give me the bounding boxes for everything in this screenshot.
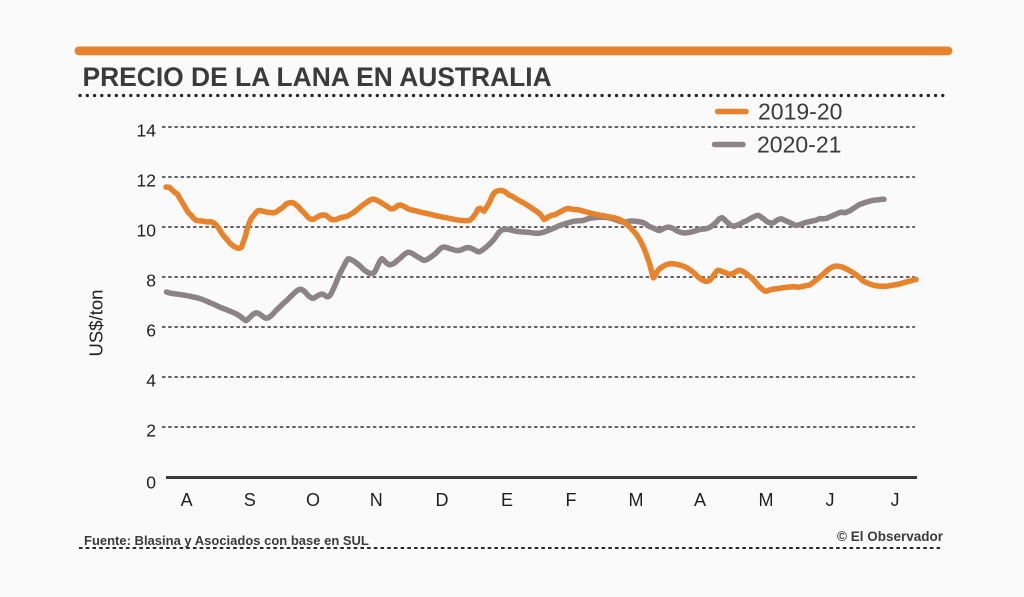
svg-text:Fuente: Blasina y Asociados co: Fuente: Blasina y Asociados con base en … bbox=[84, 533, 369, 548]
svg-text:F: F bbox=[566, 490, 577, 510]
svg-text:10: 10 bbox=[137, 221, 157, 241]
svg-text:PRECIO DE LA LANA EN AUSTRALIA: PRECIO DE LA LANA EN AUSTRALIA bbox=[83, 62, 552, 92]
svg-text:8: 8 bbox=[146, 271, 156, 291]
svg-text:J: J bbox=[891, 490, 900, 510]
svg-text:4: 4 bbox=[146, 371, 156, 391]
svg-text:M: M bbox=[759, 490, 774, 510]
svg-text:US$/ton: US$/ton bbox=[86, 290, 107, 357]
svg-text:N: N bbox=[370, 490, 383, 510]
svg-text:J: J bbox=[826, 490, 835, 510]
svg-text:O: O bbox=[306, 490, 320, 510]
svg-text:14: 14 bbox=[137, 121, 157, 141]
svg-text:2020-21: 2020-21 bbox=[757, 132, 841, 158]
svg-text:E: E bbox=[501, 490, 513, 510]
svg-text:S: S bbox=[244, 490, 256, 510]
svg-text:2: 2 bbox=[146, 421, 156, 441]
svg-text:A: A bbox=[181, 490, 193, 510]
svg-text:M: M bbox=[629, 490, 644, 510]
svg-text:D: D bbox=[436, 490, 449, 510]
svg-text:© El Observador: © El Observador bbox=[837, 529, 944, 544]
svg-text:6: 6 bbox=[146, 321, 156, 341]
svg-text:2019-20: 2019-20 bbox=[758, 99, 842, 125]
svg-text:12: 12 bbox=[137, 171, 156, 191]
svg-text:0: 0 bbox=[146, 473, 156, 493]
svg-text:A: A bbox=[694, 490, 706, 510]
